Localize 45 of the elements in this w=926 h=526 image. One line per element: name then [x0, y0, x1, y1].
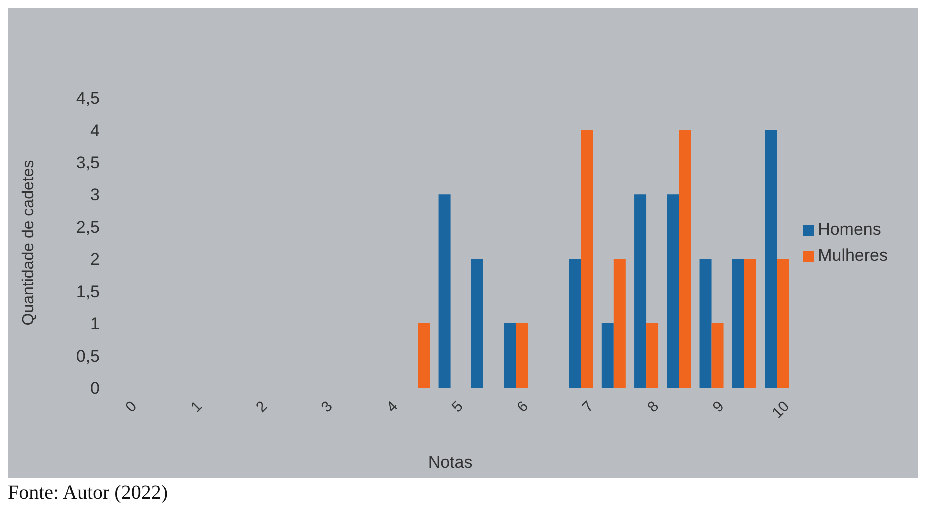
y-axis-title: Quantidade de cadetes: [20, 160, 38, 326]
y-tick-label: 0,5: [76, 346, 100, 366]
bar: [646, 324, 659, 388]
y-tick-label: 0: [90, 379, 100, 398]
y-tick-label: 3,5: [76, 153, 100, 172]
x-tick-label: 2: [253, 398, 271, 416]
x-tick-label: 9: [710, 398, 728, 416]
bar: [700, 259, 712, 388]
bar: [712, 324, 724, 388]
bar: [777, 259, 790, 388]
y-tick-label: 2,5: [76, 218, 100, 237]
y-tick-label: 2: [90, 250, 100, 270]
bar: [504, 324, 516, 388]
x-tick-label: 5: [448, 398, 467, 416]
bar: [732, 259, 744, 388]
bar: [471, 259, 484, 388]
x-tick-label: 1: [188, 398, 206, 416]
x-tick-label: 0: [122, 398, 140, 416]
y-tick-label: 4,5: [76, 89, 100, 108]
x-tick-label: 10: [769, 398, 793, 422]
x-tick-label: 3: [318, 398, 336, 416]
x-tick-label: 4: [384, 398, 402, 416]
bar: [516, 324, 528, 388]
bar: [602, 324, 614, 388]
y-tick-label: 1: [90, 314, 100, 334]
legend-label: Homens: [818, 220, 882, 239]
source-note: Fonte: Autor (2022): [8, 482, 169, 505]
y-tick-label: 4: [90, 121, 100, 140]
bar: [679, 130, 692, 388]
x-axis-title: Notas: [428, 453, 473, 472]
bar: [667, 194, 680, 388]
x-tick-label: 7: [579, 398, 598, 416]
legend-label: Mulheres: [818, 246, 888, 265]
x-tick-label: 6: [514, 398, 532, 416]
bar: [614, 259, 626, 388]
bar: [634, 194, 647, 388]
y-tick-label: 3: [90, 186, 100, 205]
bar: [581, 130, 594, 388]
x-tick-label: 8: [644, 398, 662, 416]
bar: [744, 259, 756, 388]
bar: [438, 194, 451, 388]
bar: [765, 130, 778, 388]
bar: [418, 324, 430, 388]
bar: [569, 259, 582, 388]
y-tick-label: 1,5: [76, 282, 100, 302]
